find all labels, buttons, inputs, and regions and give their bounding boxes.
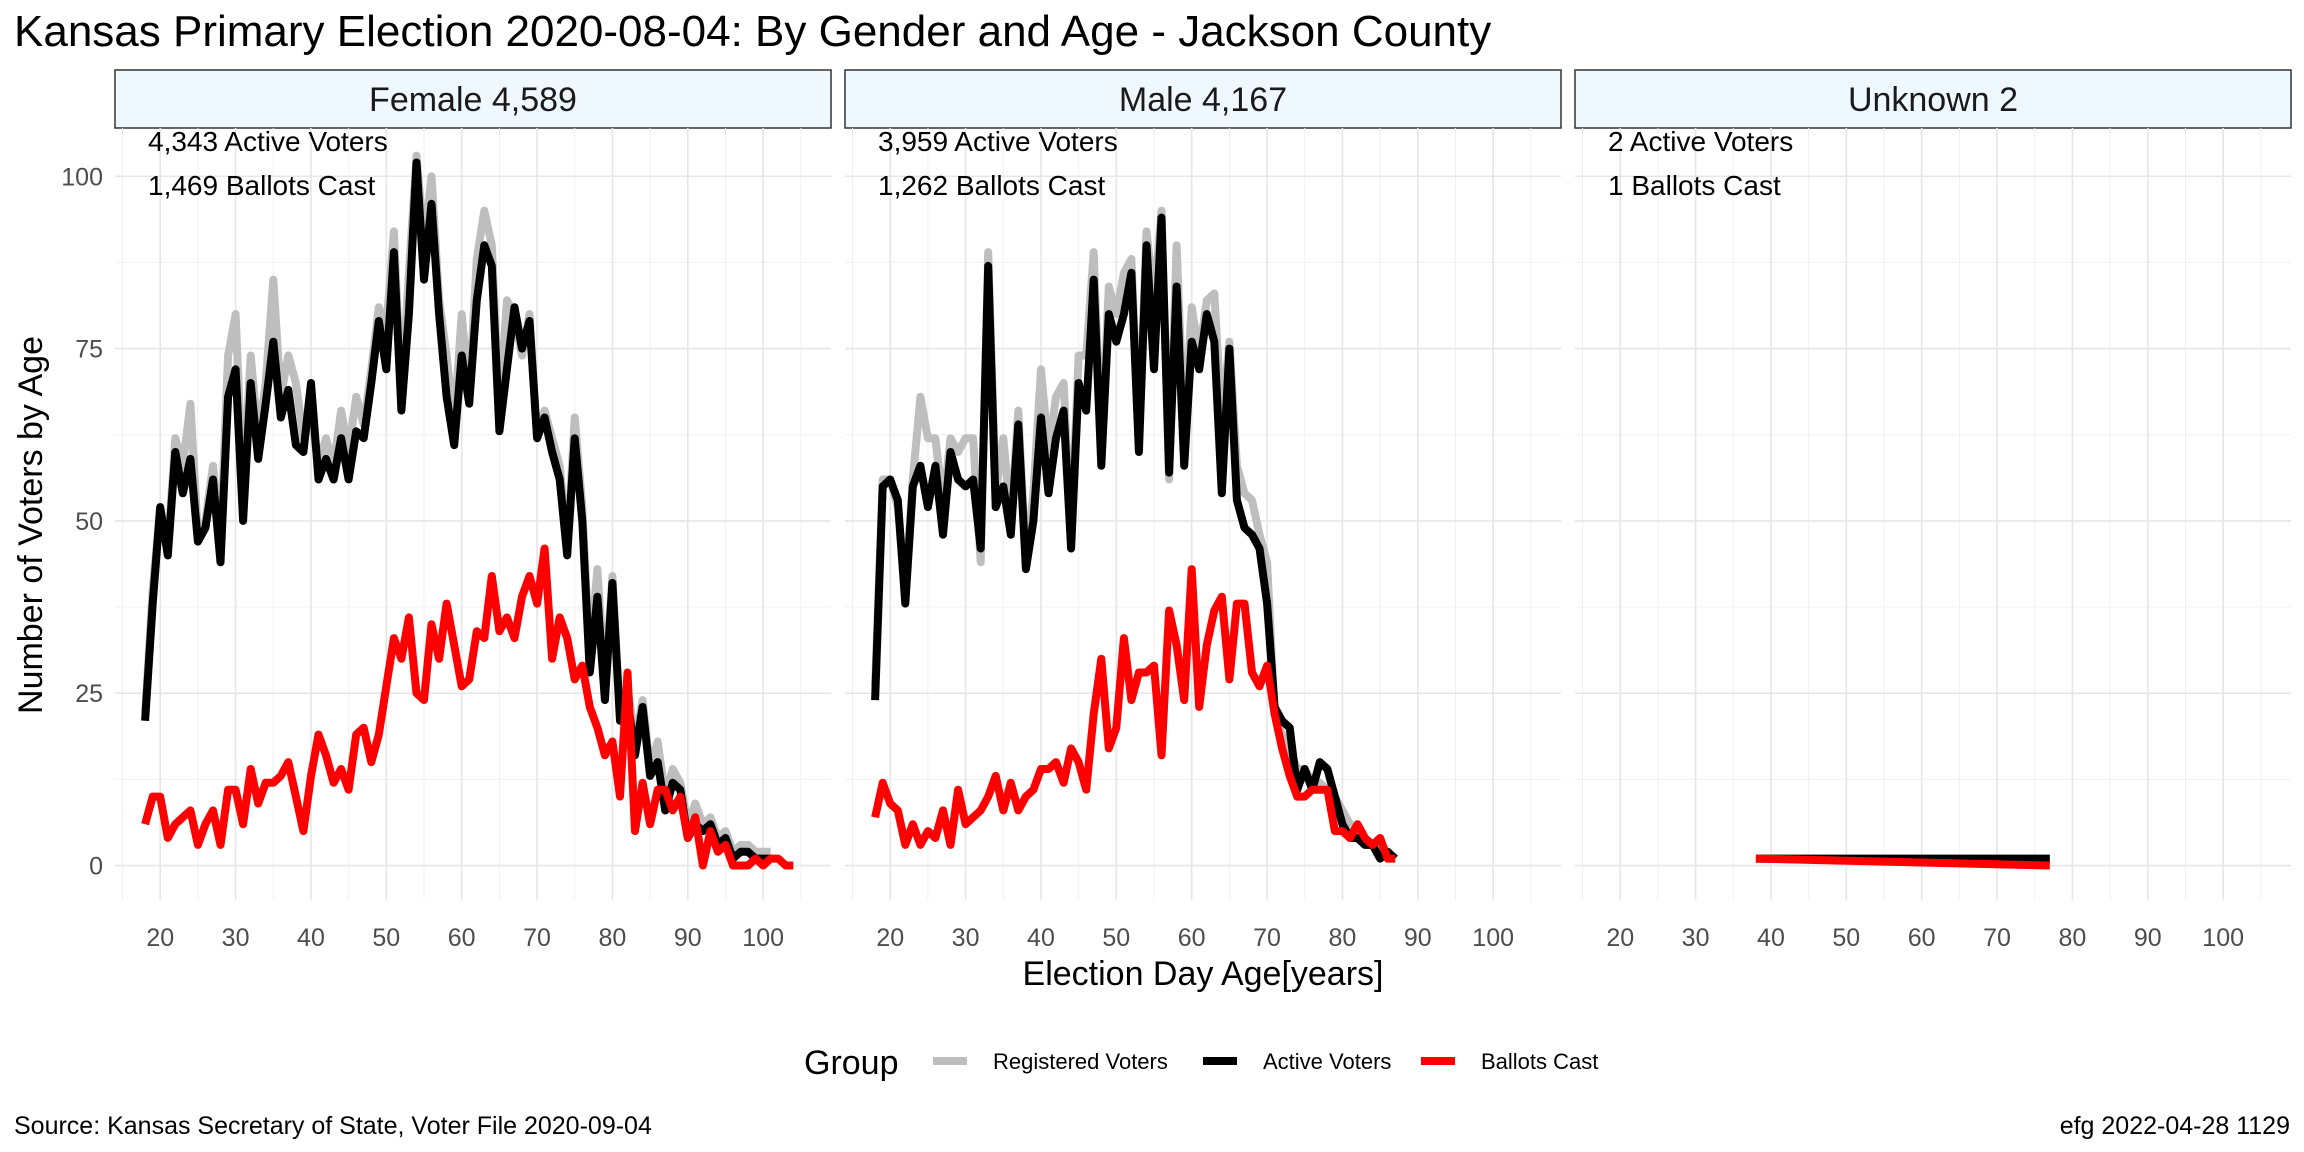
y-tick-label: 0 <box>89 853 103 881</box>
y-tick-label: 25 <box>75 680 103 708</box>
caption-credit: efg 2022-04-28 1129 <box>2060 1112 2290 1140</box>
legend-label: Ballots Cast <box>1481 1049 1598 1074</box>
x-tick-label: 80 <box>599 924 627 952</box>
x-tick-label: 30 <box>1682 924 1710 952</box>
panel-annotation: 4,343 Active Voters <box>148 126 388 157</box>
x-tick-label: 80 <box>1329 924 1357 952</box>
x-tick-label: 70 <box>1983 924 2011 952</box>
legend-label: Registered Voters <box>993 1049 1168 1074</box>
series-line-ballots-cast <box>141 544 794 870</box>
caption-source: Source: Kansas Secretary of State, Voter… <box>14 1112 652 1140</box>
facet-strip <box>1574 69 2292 129</box>
y-tick-label: 75 <box>75 336 103 364</box>
facet-strip-label: Female 4,589 <box>369 81 577 119</box>
x-tick-label: 30 <box>222 924 250 952</box>
facet-panel-0: Female 4,589 4,343 Active Voters 1,469 Bal… <box>61 69 832 952</box>
facet-strip-label: Unknown 2 <box>1848 81 2018 119</box>
series-line-ballots-cast <box>1755 854 2050 870</box>
x-tick-label: 30 <box>952 924 980 952</box>
facet-panel-2: Unknown 2 2 Active Voters 1 Ballots Cast 20… <box>1574 69 2292 952</box>
legend: Group Registered Voters Active Voters Ball… <box>804 1044 1598 1082</box>
panel-annotation: 1,262 Ballots Cast <box>878 170 1105 201</box>
legend-title: Group <box>804 1044 899 1082</box>
x-tick-label: 20 <box>876 924 904 952</box>
facet-strip-label: Male 4,167 <box>1119 81 1287 119</box>
legend-label: Active Voters <box>1263 1049 1391 1074</box>
x-tick-label: 20 <box>1606 924 1634 952</box>
x-tick-label: 60 <box>448 924 476 952</box>
chart-title: Kansas Primary Election 2020-08-04: By G… <box>14 7 1491 56</box>
series-line-active-voters <box>141 158 771 863</box>
panel-annotation: 2 Active Voters <box>1608 126 1793 157</box>
y-axis-title: Number of Voters by Age <box>12 336 50 714</box>
x-tick-label: 40 <box>297 924 325 952</box>
series-line-active-voters <box>871 213 1398 863</box>
panel-annotation: 3,959 Active Voters <box>878 126 1118 157</box>
x-tick-label: 20 <box>146 924 174 952</box>
panel-annotation: 1,469 Ballots Cast <box>148 170 375 201</box>
x-tick-label: 40 <box>1757 924 1785 952</box>
x-tick-label: 50 <box>372 924 400 952</box>
x-tick-label: 70 <box>523 924 551 952</box>
x-tick-label: 50 <box>1102 924 1130 952</box>
x-axis-title: Election Day Age[years] <box>1023 955 1384 993</box>
x-tick-label: 100 <box>1472 924 1514 952</box>
x-tick-label: 60 <box>1908 924 1936 952</box>
facet-strip <box>114 69 832 129</box>
x-tick-label: 90 <box>1404 924 1432 952</box>
y-tick-label: 50 <box>75 508 103 536</box>
x-tick-label: 90 <box>674 924 702 952</box>
x-tick-label: 50 <box>1832 924 1860 952</box>
x-tick-label: 40 <box>1027 924 1055 952</box>
panel-annotation: 1 Ballots Cast <box>1608 170 1781 201</box>
x-tick-label: 90 <box>2134 924 2162 952</box>
x-tick-label: 70 <box>1253 924 1281 952</box>
series-line-ballots-cast <box>871 565 1396 863</box>
x-tick-label: 80 <box>2059 924 2087 952</box>
x-tick-label: 100 <box>2202 924 2244 952</box>
y-tick-label: 100 <box>61 163 103 191</box>
facet-strip <box>844 69 1562 129</box>
x-tick-label: 60 <box>1178 924 1206 952</box>
facet-panels: Female 4,589 4,343 Active Voters 1,469 Bal… <box>61 69 2292 952</box>
x-tick-label: 100 <box>742 924 784 952</box>
